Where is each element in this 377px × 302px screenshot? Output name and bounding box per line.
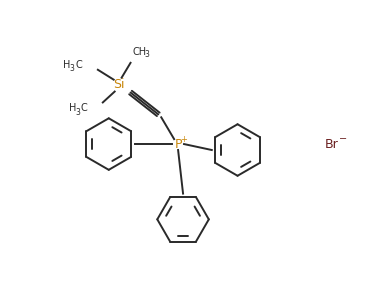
Text: P: P bbox=[174, 138, 182, 151]
Text: 3: 3 bbox=[144, 50, 149, 59]
Text: 3: 3 bbox=[75, 108, 80, 117]
Text: −: − bbox=[339, 134, 347, 144]
Text: H: H bbox=[63, 60, 70, 70]
Text: H: H bbox=[69, 103, 77, 113]
Text: Si: Si bbox=[113, 78, 124, 91]
Text: CH: CH bbox=[133, 47, 147, 57]
Text: 3: 3 bbox=[69, 64, 74, 73]
Text: C: C bbox=[75, 60, 82, 70]
Text: +: + bbox=[181, 135, 187, 144]
Text: C: C bbox=[81, 103, 88, 113]
Text: Br: Br bbox=[325, 138, 339, 151]
